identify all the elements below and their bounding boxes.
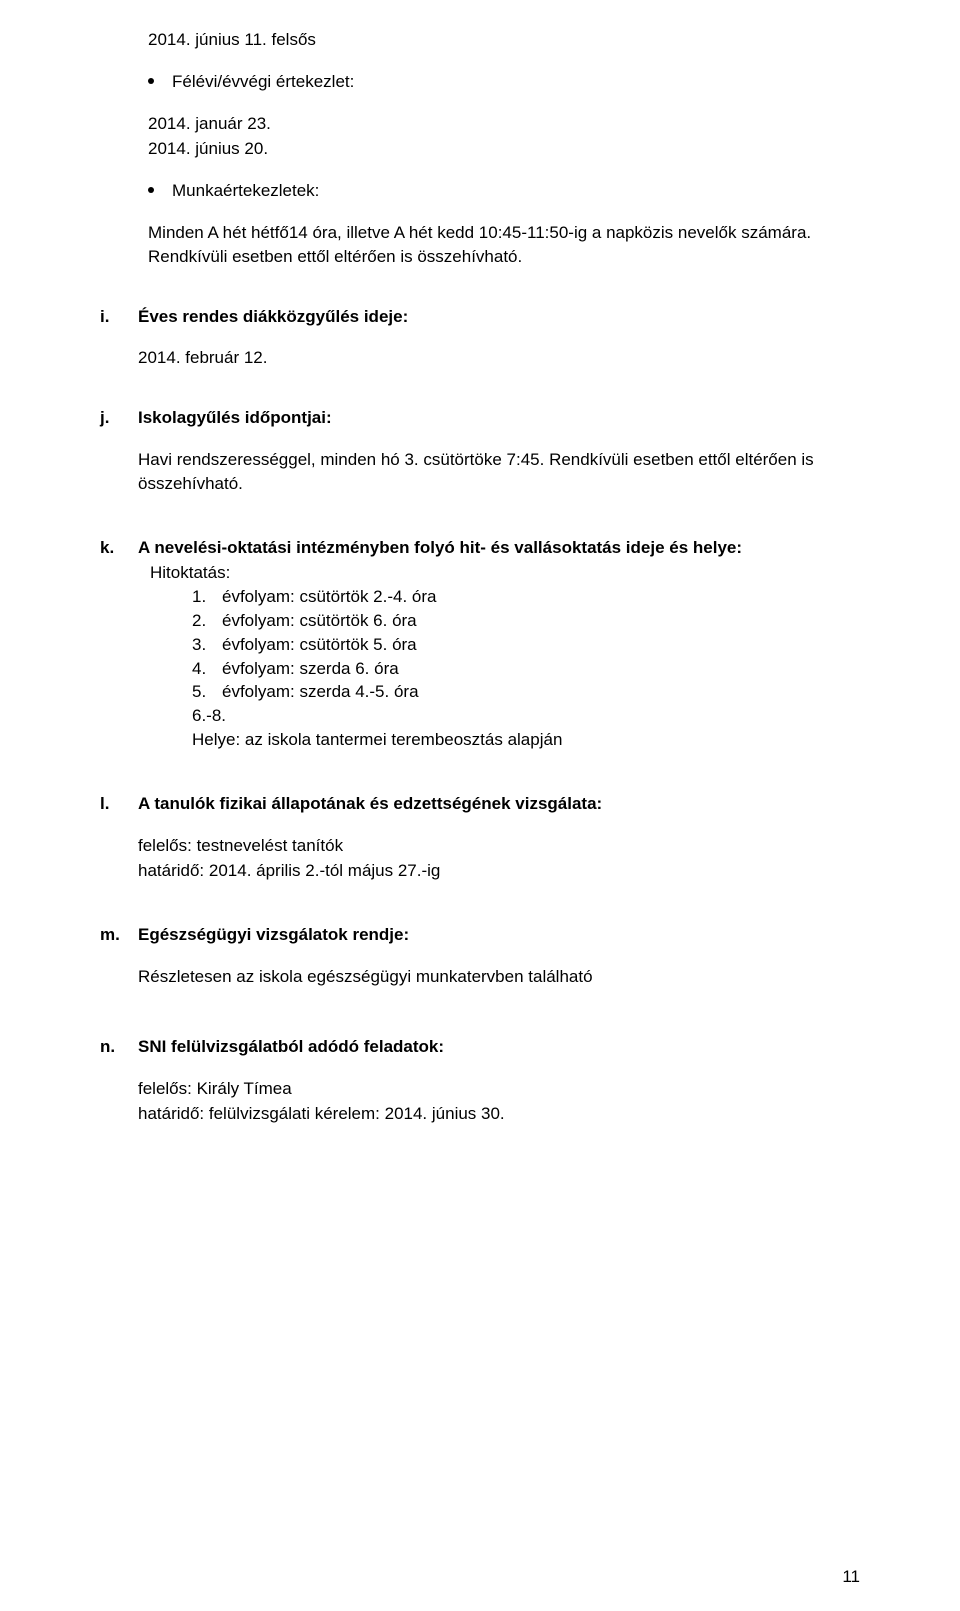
- sec-l-head: l. A tanulók fizikai állapotának és edze…: [100, 792, 860, 816]
- sec-k-item-1: 2. évfolyam: csütörtök 6. óra: [192, 609, 860, 633]
- sec-i-body: 2014. február 12.: [138, 346, 860, 370]
- sec-k-hitlabel: Hitoktatás:: [150, 561, 860, 585]
- sec-m-head: m. Egészségügyi vizsgálatok rendje:: [100, 923, 860, 947]
- bullet-munka-label: Munkaértekezletek:: [172, 179, 319, 203]
- sec-k-item-4: 5. évfolyam: szerda 4.-5. óra: [192, 680, 860, 704]
- sec-m-marker: m.: [100, 923, 138, 947]
- bullet-felevi-label: Félévi/évvégi értekezlet:: [172, 70, 354, 94]
- sec-n-head: n. SNI felülvizsgálatból adódó feladatok…: [100, 1035, 860, 1059]
- sec-k-title: A nevelési-oktatási intézményben folyó h…: [138, 536, 742, 560]
- page-number: 11: [842, 1565, 860, 1589]
- sec-k-item-0-text: évfolyam: csütörtök 2.-4. óra: [222, 585, 436, 609]
- sec-j-body: Havi rendszerességgel, minden hó 3. csüt…: [138, 448, 860, 496]
- sec-n-marker: n.: [100, 1035, 138, 1059]
- sec-n-line-1: határidő: felülvizsgálati kérelem: 2014.…: [138, 1102, 860, 1126]
- sec-k-item-2-text: évfolyam: csütörtök 5. óra: [222, 633, 417, 657]
- bullet-munka: Munkaértekezletek:: [148, 179, 860, 203]
- sec-m-title: Egészségügyi vizsgálatok rendje:: [138, 923, 409, 947]
- sec-l-body: felelős: testnevelést tanítók határidő: …: [138, 834, 860, 884]
- sec-i-title: Éves rendes diákközgyűlés ideje:: [138, 305, 408, 329]
- sec-l-line-1: határidő: 2014. április 2.-tól május 27.…: [138, 859, 860, 883]
- sec-k-item-3: 4. évfolyam: szerda 6. óra: [192, 657, 860, 681]
- sec-k-item-1-num: 2.: [192, 609, 222, 633]
- sec-n-title: SNI felülvizsgálatból adódó feladatok:: [138, 1035, 444, 1059]
- sec-k-item-2-num: 3.: [192, 633, 222, 657]
- sec-k-item-5-num: 6.-8.: [192, 704, 242, 728]
- sec-k-item-3-num: 4.: [192, 657, 222, 681]
- sec-n-body: felelős: Király Tímea határidő: felülviz…: [138, 1077, 860, 1127]
- sec-k-marker: k.: [100, 536, 138, 560]
- sec-k-helye: Helye: az iskola tantermei terembeosztás…: [192, 728, 860, 752]
- bullet-felevi: Félévi/évvégi értekezlet:: [148, 70, 860, 94]
- sec-k-head: k. A nevelési-oktatási intézményben foly…: [100, 536, 860, 560]
- sec-k-item-5: 6.-8.: [192, 704, 860, 728]
- top-line: 2014. június 11. felsős: [148, 28, 860, 52]
- felevi-line-0: 2014. január 23.: [148, 112, 860, 136]
- sec-m-line-0: Részletesen az iskola egészségügyi munka…: [138, 965, 860, 989]
- sec-i-line-0: 2014. február 12.: [138, 346, 860, 370]
- sec-i-marker: i.: [100, 305, 138, 329]
- sec-k-item-4-num: 5.: [192, 680, 222, 704]
- sec-j-head: j. Iskolagyűlés időpontjai:: [100, 406, 860, 430]
- sec-k-item-4-text: évfolyam: szerda 4.-5. óra: [222, 680, 419, 704]
- sec-k-item-1-text: évfolyam: csütörtök 6. óra: [222, 609, 417, 633]
- bullet-munka-para: Minden A hét hétfő14 óra, illetve A hét …: [148, 221, 860, 269]
- sec-j-title: Iskolagyűlés időpontjai:: [138, 406, 332, 430]
- bullet-dot-icon: [148, 187, 154, 193]
- bullet-dot-icon: [148, 78, 154, 84]
- felevi-line-1: 2014. június 20.: [148, 137, 860, 161]
- sec-l-line-0: felelős: testnevelést tanítók: [138, 834, 860, 858]
- sec-i-head: i. Éves rendes diákközgyűlés ideje:: [100, 305, 860, 329]
- sec-l-title: A tanulók fizikai állapotának és edzetts…: [138, 792, 602, 816]
- sec-n-line-0: felelős: Király Tímea: [138, 1077, 860, 1101]
- sec-k-item-0-num: 1.: [192, 585, 222, 609]
- sec-k-item-2: 3. évfolyam: csütörtök 5. óra: [192, 633, 860, 657]
- sec-k-list: 1. évfolyam: csütörtök 2.-4. óra 2. évfo…: [192, 585, 860, 752]
- sec-j-marker: j.: [100, 406, 138, 430]
- bullet-felevi-lines: 2014. január 23. 2014. június 20.: [148, 112, 860, 162]
- sec-m-body: Részletesen az iskola egészségügyi munka…: [138, 965, 860, 989]
- sec-j-para: Havi rendszerességgel, minden hó 3. csüt…: [138, 448, 860, 496]
- sec-k-item-0: 1. évfolyam: csütörtök 2.-4. óra: [192, 585, 860, 609]
- sec-l-marker: l.: [100, 792, 138, 816]
- sec-k-item-3-text: évfolyam: szerda 6. óra: [222, 657, 399, 681]
